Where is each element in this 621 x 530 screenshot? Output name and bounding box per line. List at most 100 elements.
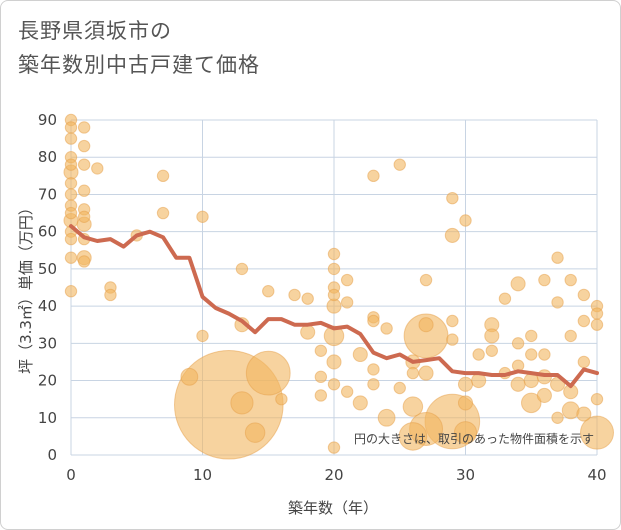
x-tick-label: 20: [324, 466, 343, 484]
bubble-point: [577, 314, 591, 328]
bubble-point: [561, 401, 580, 420]
bubble-point: [536, 387, 552, 403]
bubble-point: [327, 262, 341, 276]
bubble-point: [64, 251, 78, 264]
bubble-point: [64, 188, 78, 201]
x-tick-label: 40: [587, 466, 606, 484]
bubble-point: [521, 392, 542, 414]
bubble-point: [577, 288, 591, 302]
bubble-point: [510, 376, 526, 392]
bubble-point: [457, 376, 474, 392]
bubble-point: [156, 169, 170, 183]
bubble-point: [367, 314, 380, 328]
bubble-point: [590, 392, 604, 406]
bubble-point: [551, 411, 564, 424]
x-tick-label: 30: [456, 466, 475, 484]
bubble-point: [406, 366, 420, 380]
y-tick-label: 50: [38, 260, 57, 278]
bubble-point: [180, 367, 199, 386]
bubble-point: [380, 322, 393, 335]
y-tick-label: 30: [38, 334, 57, 352]
bubble-point: [498, 292, 512, 305]
bubble-point: [244, 422, 266, 443]
y-tick-label: 80: [38, 148, 57, 166]
bubble-point: [377, 408, 396, 427]
bubble-point: [327, 441, 341, 454]
bubble-point: [485, 344, 498, 357]
bubble-point: [156, 206, 170, 220]
bubble-point: [77, 210, 91, 223]
bubble-point: [340, 273, 354, 287]
bubble-point: [77, 255, 91, 268]
bubble-point: [393, 381, 406, 395]
bubble-point: [64, 206, 78, 220]
chart-title-line-2: 築年数別中古戸建て価格: [18, 53, 260, 77]
bubble-point: [564, 329, 577, 343]
bubble-point: [418, 317, 434, 333]
bubble-point: [245, 350, 291, 396]
bubble-point: [484, 328, 500, 344]
bubble-point: [580, 415, 614, 450]
y-tick-label: 90: [38, 111, 57, 129]
x-axis-title: 築年数（年）: [288, 499, 378, 517]
chart-title-line-1: 長野県須坂市の: [18, 19, 172, 43]
bubble-point: [525, 348, 538, 361]
bubble-point: [538, 273, 551, 287]
bubble-point: [314, 344, 328, 357]
bubble-point: [457, 395, 474, 411]
bubble-point: [419, 273, 433, 287]
bubble-point: [340, 296, 354, 309]
bubble-point: [275, 392, 288, 406]
bubble-point: [77, 184, 91, 197]
x-tick-label: 0: [66, 466, 76, 484]
bubble-point: [235, 262, 249, 276]
bubble-point: [590, 318, 604, 331]
y-axis-title: 坪（3.3㎡）単価（万円）: [17, 200, 35, 374]
bubble-point: [77, 158, 91, 171]
bubble-point: [340, 385, 354, 398]
bubble-point: [510, 276, 526, 292]
bubble-point: [577, 355, 591, 369]
bubble-point: [418, 365, 434, 381]
bubble-point: [327, 288, 341, 302]
bubble-point: [326, 354, 342, 370]
average-line-group: [69, 224, 599, 389]
bubble-point: [314, 389, 328, 402]
y-tick-label: 40: [38, 297, 57, 315]
bubble-point: [196, 210, 209, 223]
y-tick-label: 20: [38, 372, 57, 390]
bubble-point: [91, 162, 104, 175]
bubble-point: [446, 333, 459, 346]
bubble-point: [511, 337, 525, 350]
bubble-point: [288, 288, 301, 302]
y-tick-label: 0: [47, 446, 57, 464]
chart-title: 長野県須坂市の 築年数別中古戸建て価格: [18, 14, 260, 82]
y-ticks: 0 10 20 30 40 50 60 70 80 90: [38, 111, 57, 464]
bubble-point: [64, 285, 78, 298]
bubble-point: [590, 307, 604, 320]
bubble-point: [326, 298, 342, 314]
bubble-point: [327, 247, 341, 261]
bubble-point: [367, 363, 380, 376]
bubble-point: [77, 121, 91, 134]
bubble-size-note: 円の大きさは、取引のあった物件面積を示す: [354, 431, 594, 446]
bubbles: [63, 113, 614, 460]
bubble-point: [393, 158, 406, 171]
bubble-point: [446, 314, 459, 328]
bubble-point: [64, 132, 78, 145]
x-ticks: 0 10 20 30 40: [66, 466, 606, 484]
y-tick-label: 10: [38, 409, 57, 427]
bubble-point: [367, 169, 380, 183]
bubble-point: [551, 296, 564, 309]
bubble-point: [327, 378, 341, 391]
bubble-point: [459, 214, 472, 227]
bubble-point: [323, 325, 345, 347]
bubble-point: [444, 227, 460, 243]
bubble-point: [367, 378, 380, 391]
bubble-point: [196, 329, 209, 343]
bubble-point: [314, 370, 328, 384]
bubble-point: [564, 273, 577, 287]
bubble-point: [538, 348, 551, 361]
